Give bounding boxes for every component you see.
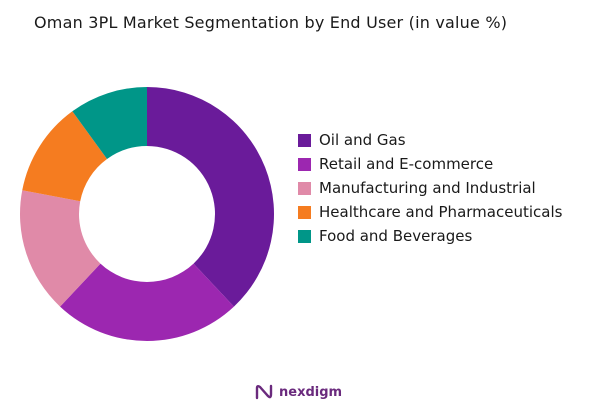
slice-manufacturing-and-industrial: [20, 190, 101, 307]
legend-item: Oil and Gas: [298, 128, 589, 152]
chart-title: Oman 3PL Market Segmentation by End User…: [34, 13, 508, 32]
legend-label: Retail and E-commerce: [319, 155, 494, 173]
legend-swatch: [298, 206, 311, 219]
legend-swatch: [298, 230, 311, 243]
nexdigm-logo-icon: [255, 384, 273, 400]
legend-label: Manufacturing and Industrial: [319, 179, 536, 197]
legend-label: Food and Beverages: [319, 227, 473, 245]
legend-item: Food and Beverages: [298, 224, 589, 248]
legend-swatch: [298, 182, 311, 195]
legend-label: Healthcare and Pharmaceuticals: [319, 203, 563, 221]
legend-item: Manufacturing and Industrial: [298, 176, 589, 200]
chart-legend: Oil and Gas Retail and E-commerce Manufact…: [298, 128, 589, 248]
slice-food-and-beverages: [72, 87, 147, 159]
legend-item: Healthcare and Pharmaceuticals: [298, 200, 589, 224]
legend-swatch: [298, 158, 311, 171]
brand-logo: nexdigm: [254, 382, 342, 402]
legend-item: Retail and E-commerce: [298, 152, 589, 176]
slice-oil-and-gas: [147, 87, 275, 307]
legend-label: Oil and Gas: [319, 131, 406, 149]
brand-name: nexdigm: [279, 384, 343, 400]
legend-swatch: [298, 134, 311, 147]
slice-retail-and-e-commerce: [60, 263, 234, 341]
slice-healthcare-and-pharmaceuticals: [22, 111, 108, 202]
